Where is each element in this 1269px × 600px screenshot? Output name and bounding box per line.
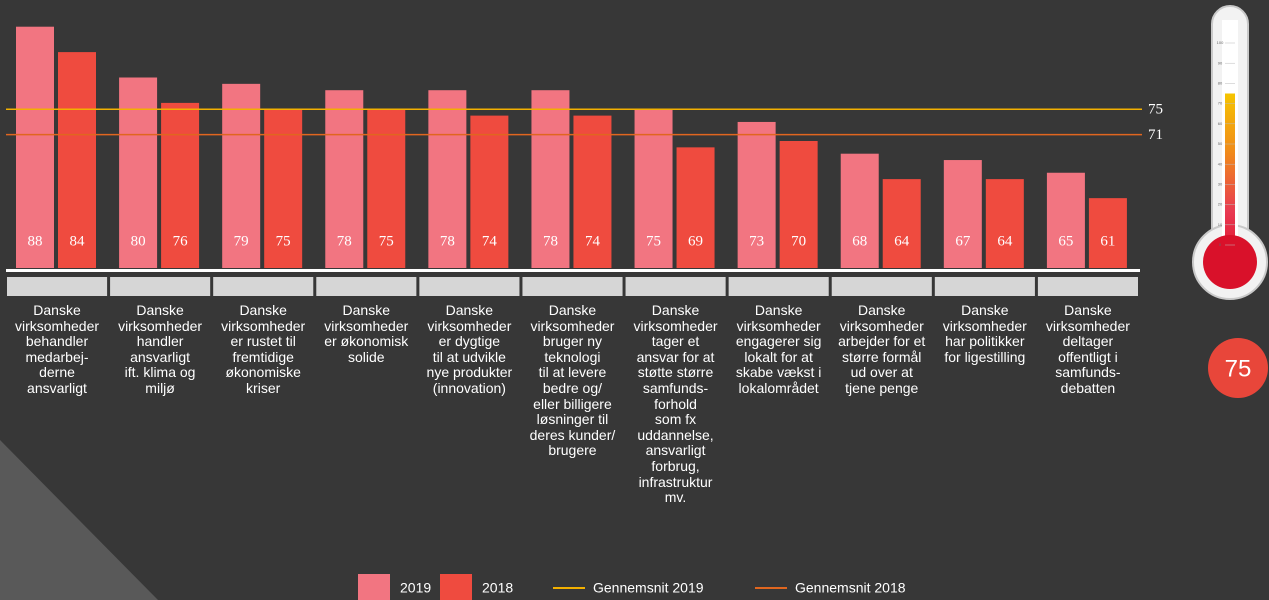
- value-label: 68: [852, 233, 867, 249]
- bar: [16, 27, 54, 268]
- category-label: Danske virksomheder deltager offentligt …: [1036, 303, 1140, 397]
- tick-label: 40: [1218, 161, 1223, 166]
- category-box: [7, 277, 107, 296]
- value-label: 73: [749, 233, 764, 249]
- value-label: 65: [1058, 233, 1073, 249]
- tick-label: 60: [1218, 121, 1223, 126]
- bar: [1047, 173, 1085, 268]
- category-label: Danske virksomheder er rustet til fremti…: [211, 303, 315, 397]
- category-box: [729, 277, 829, 296]
- category-label: Danske virksomheder er økonomisk solide: [314, 303, 418, 365]
- category-label: Danske virksomheder arbejder for et stør…: [830, 303, 934, 397]
- value-label: 64: [997, 233, 1013, 249]
- tick-label: 30: [1218, 181, 1223, 186]
- value-label: 79: [234, 233, 249, 249]
- tick-label: 50: [1218, 141, 1223, 146]
- legend-label: 2018: [482, 580, 513, 596]
- category-label: Danske virksomheder har politikker for l…: [933, 303, 1037, 365]
- category-label: Danske virksomheder behandler medarbej- …: [5, 303, 109, 397]
- category-label: Danske virksomheder handler ansvarligt i…: [108, 303, 212, 397]
- thermometer-bulb: [1203, 235, 1257, 289]
- value-label: 75: [379, 233, 394, 249]
- category-box: [110, 277, 210, 296]
- chart: 88 84 80 76 79 75 78 75 78 74 78 74 75 69 73 70 68 64 67 64…: [0, 0, 1269, 600]
- bar: [677, 147, 715, 268]
- category-box: [1038, 277, 1138, 296]
- value-badge-label: 75: [1225, 355, 1252, 382]
- value-label: 69: [688, 233, 703, 249]
- legend-label: Gennemsnit 2018: [795, 580, 906, 596]
- bar: [944, 160, 982, 268]
- value-label: 75: [276, 233, 291, 249]
- value-label: 84: [70, 233, 86, 249]
- decoration: [0, 440, 158, 600]
- category-box: [316, 277, 416, 296]
- value-label: 80: [131, 233, 146, 249]
- value-label: 76: [173, 233, 189, 249]
- tick-label: 70: [1218, 101, 1223, 106]
- bar: [986, 179, 1024, 268]
- category-label: Danske virksomheder tager et ansvar for …: [624, 303, 728, 506]
- category-label: Danske virksomheder bruger ny teknologi …: [520, 303, 624, 459]
- page: 88 84 80 76 79 75 78 75 78 74 78 74 75 69 73 70 68 64 67 64…: [0, 0, 1269, 600]
- tick-label: 10: [1218, 222, 1223, 227]
- category-box: [626, 277, 726, 296]
- value-label: 74: [585, 233, 601, 249]
- average-label: 75: [1148, 102, 1163, 118]
- value-label: 78: [543, 233, 558, 249]
- bar: [841, 154, 879, 268]
- category-box: [832, 277, 932, 296]
- legend-label: Gennemsnit 2019: [593, 580, 704, 596]
- category-label: Danske virksomheder engagerer sig lokalt…: [727, 303, 831, 397]
- value-label: 88: [28, 233, 43, 249]
- value-label: 78: [440, 233, 455, 249]
- category-box: [935, 277, 1035, 296]
- tick-label: 90: [1218, 60, 1223, 65]
- category-box: [213, 277, 313, 296]
- category-box: [419, 277, 519, 296]
- value-label: 61: [1100, 233, 1115, 249]
- value-label: 78: [337, 233, 352, 249]
- value-label: 67: [955, 233, 971, 249]
- value-label: 70: [791, 233, 806, 249]
- value-label: 64: [894, 233, 910, 249]
- legend-label: 2019: [400, 580, 431, 596]
- category-box: [522, 277, 622, 296]
- value-label: 74: [482, 233, 498, 249]
- legend-swatch: [440, 574, 472, 600]
- tick-label: 100: [1217, 40, 1224, 45]
- baseline: [6, 269, 1140, 272]
- category-label: Danske virksomheder er dygtige til at ud…: [417, 303, 521, 397]
- tick-label: 20: [1218, 202, 1223, 207]
- average-label: 71: [1148, 127, 1163, 143]
- bar: [883, 179, 921, 268]
- legend-swatch: [358, 574, 390, 600]
- tick-label: 80: [1218, 80, 1223, 85]
- value-label: 75: [646, 233, 661, 249]
